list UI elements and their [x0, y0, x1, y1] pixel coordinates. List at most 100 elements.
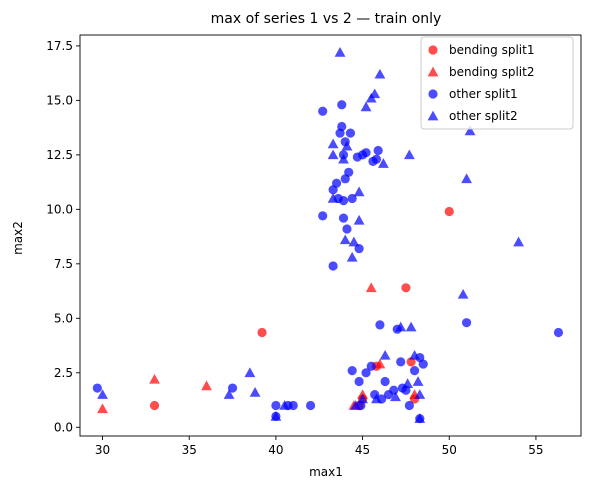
legend-label: bending split2 — [449, 65, 534, 79]
data-point — [257, 327, 267, 338]
data-point — [270, 410, 282, 421]
x-tick-label: 30 — [95, 443, 110, 457]
legend-box — [420, 36, 574, 130]
x-tick-label: 45 — [355, 443, 370, 457]
x-axis-label: max1 — [309, 465, 343, 479]
y-tick-label: 10.0 — [46, 202, 73, 216]
y-tick-label: 12.5 — [46, 148, 73, 162]
plot-area — [92, 47, 564, 424]
data-point — [338, 153, 349, 164]
data-point — [361, 148, 371, 158]
data-point — [318, 211, 328, 221]
plot-frame — [79, 34, 582, 437]
data-point — [227, 383, 238, 393]
data-point — [404, 400, 414, 411]
data-point — [249, 387, 261, 397]
data-point — [371, 154, 382, 164]
y-axis-label: max2 — [11, 221, 25, 255]
y-tick-label: 0.0 — [54, 420, 73, 434]
data-point — [97, 403, 108, 414]
x-tick-label: 55 — [528, 443, 543, 457]
data-point — [409, 349, 420, 360]
data-point — [365, 282, 377, 293]
data-point — [348, 236, 360, 247]
data-point — [374, 358, 386, 369]
chart-title: max of series 1 vs 2 — train only — [211, 11, 442, 27]
data-point — [338, 213, 349, 223]
data-point — [414, 389, 426, 399]
x-tick-label: 40 — [268, 443, 283, 457]
data-point — [401, 283, 411, 293]
legend-marker — [428, 89, 438, 99]
data-point — [369, 88, 381, 99]
data-point — [389, 385, 399, 395]
data-point — [327, 138, 339, 149]
data-point — [418, 359, 428, 369]
data-point — [375, 320, 385, 330]
legend-label: other split2 — [449, 109, 518, 123]
data-point — [353, 214, 365, 225]
data-point — [414, 413, 426, 423]
data-point — [223, 389, 235, 399]
data-point — [350, 400, 362, 410]
data-point — [327, 149, 339, 160]
data-point — [318, 106, 328, 116]
data-point — [337, 121, 347, 132]
legend-marker — [428, 45, 438, 55]
data-point — [366, 361, 376, 371]
y-tick-label: 15.0 — [46, 93, 73, 107]
data-point — [461, 173, 472, 184]
data-point — [345, 128, 356, 138]
data-point — [201, 380, 212, 391]
data-point — [305, 400, 316, 411]
data-point — [513, 236, 524, 247]
data-point — [97, 389, 108, 399]
data-point — [353, 186, 365, 197]
legend-label: other split1 — [449, 87, 518, 101]
data-point — [149, 373, 160, 384]
data-point — [444, 206, 454, 217]
legend-marker — [427, 66, 439, 77]
series-other-split2 — [97, 47, 524, 423]
data-point — [341, 140, 353, 151]
data-point — [92, 383, 102, 393]
data-point — [342, 224, 352, 234]
data-point — [373, 145, 383, 156]
data-point — [380, 376, 390, 387]
data-point — [327, 193, 339, 203]
y-tick-label: 7.5 — [54, 257, 73, 271]
data-point — [339, 234, 351, 245]
legend: bending split1 bending split2 other split1… — [420, 36, 574, 130]
data-point — [347, 366, 357, 376]
data-point — [271, 400, 281, 411]
data-point — [402, 378, 414, 389]
data-point — [279, 400, 290, 410]
data-point — [377, 158, 389, 168]
data-point — [457, 288, 469, 299]
data-point — [354, 376, 364, 387]
y-tick-label: 2.5 — [54, 366, 73, 380]
axes: 30 35 40 45 50 55 0.0 2.5 5.0 7.5 10.0 12.5 15.0 17.5 — [46, 34, 582, 457]
data-point — [409, 366, 420, 376]
x-tick-label: 50 — [442, 443, 457, 457]
data-point — [412, 376, 424, 386]
data-point — [346, 251, 358, 262]
data-point — [357, 393, 368, 404]
data-point — [461, 318, 472, 328]
y-tick-label: 5.0 — [54, 311, 73, 325]
data-point — [244, 367, 256, 378]
legend-marker — [427, 110, 439, 121]
data-point — [331, 178, 342, 188]
y-tick-label: 17.5 — [46, 39, 73, 53]
data-point — [360, 101, 372, 112]
data-point — [553, 327, 564, 338]
data-point — [334, 47, 346, 57]
data-point — [403, 149, 415, 160]
data-point — [464, 125, 476, 136]
data-point — [379, 349, 391, 360]
data-point — [338, 196, 349, 206]
data-point — [149, 400, 160, 411]
data-point — [288, 400, 298, 411]
data-point — [374, 68, 386, 79]
data-point — [396, 357, 406, 367]
